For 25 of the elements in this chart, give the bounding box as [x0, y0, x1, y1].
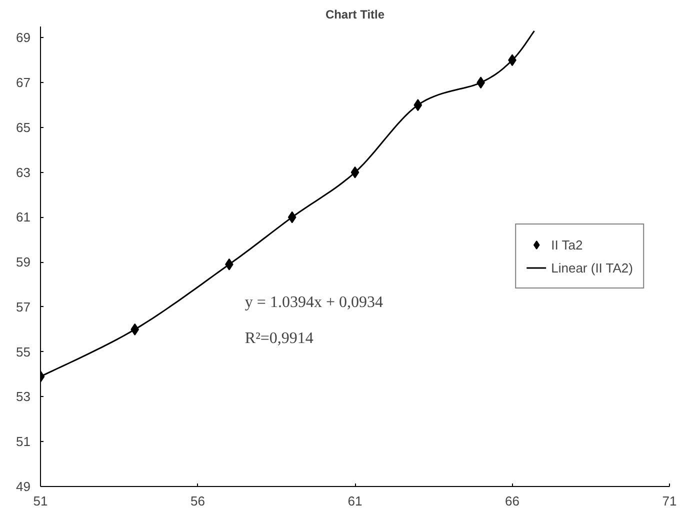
point [350, 166, 360, 178]
y-tick-label: 67 [16, 75, 31, 90]
point [288, 211, 296, 224]
y-tick-label: 59 [16, 254, 31, 270]
y-tick-label: 69 [16, 30, 31, 46]
y-tick-label: 53 [16, 389, 31, 404]
y-tick-label: 65 [16, 120, 31, 135]
x-tick-label: 61 [348, 494, 362, 508]
x-tick-label: 56 [190, 494, 205, 508]
y-tick-label: 49 [16, 479, 31, 494]
y-tick-label: 61 [16, 210, 31, 225]
point [130, 323, 140, 336]
x-tick-label: 71 [662, 494, 677, 508]
y-tick-label: 55 [16, 344, 31, 360]
x-tick-label: 66 [505, 494, 520, 508]
y-tick-label: 63 [16, 164, 31, 180]
legend-label: II Ta2 [551, 237, 583, 252]
point [414, 99, 422, 112]
x-tick-label: 51 [33, 494, 48, 508]
annotation: y = 1.0394x + 0,0934 [244, 294, 383, 311]
legend-label: Linear (II TA2) [551, 260, 633, 275]
chart-title: Chart Title [325, 8, 385, 22]
y-tick-label: 51 [16, 434, 31, 450]
y-tick-label: 57 [16, 299, 31, 314]
annotation: R²=0,9914 [244, 330, 314, 347]
